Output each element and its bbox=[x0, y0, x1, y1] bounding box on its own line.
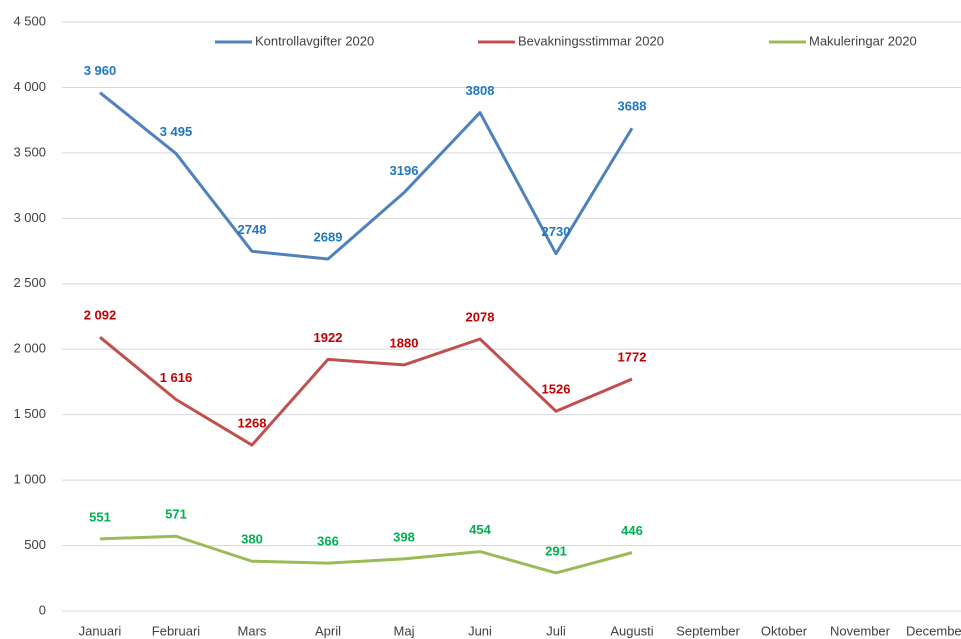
data-label: 366 bbox=[317, 534, 339, 549]
legend-label: Kontrollavgifter 2020 bbox=[255, 33, 374, 48]
data-label: 3 960 bbox=[84, 63, 117, 78]
x-tick-label: September bbox=[676, 623, 740, 638]
data-label: 1268 bbox=[238, 415, 267, 430]
data-label: 1 616 bbox=[160, 370, 193, 385]
data-label: 571 bbox=[165, 507, 187, 522]
x-tick-label: April bbox=[315, 623, 341, 638]
data-label: 2730 bbox=[542, 224, 571, 239]
legend-label: Makuleringar 2020 bbox=[809, 33, 917, 48]
data-label: 1922 bbox=[314, 330, 343, 345]
x-tick-label: Januari bbox=[79, 623, 122, 638]
data-label: 1526 bbox=[542, 382, 571, 397]
data-label: 291 bbox=[545, 543, 567, 558]
data-label: 2 092 bbox=[84, 308, 117, 323]
x-tick-label: Oktober bbox=[761, 623, 808, 638]
series-line bbox=[99, 336, 633, 447]
x-tick-label: November bbox=[830, 623, 891, 638]
x-tick-label: Juli bbox=[546, 623, 566, 638]
series-line bbox=[99, 534, 633, 575]
y-tick-label: 1 000 bbox=[13, 472, 46, 487]
y-tick-label: 2 000 bbox=[13, 341, 46, 356]
data-label: 3688 bbox=[618, 99, 647, 114]
x-tick-label: Augusti bbox=[610, 623, 653, 638]
y-tick-label: 3 500 bbox=[13, 144, 46, 159]
y-tick-label: 0 bbox=[39, 602, 46, 617]
data-label: 398 bbox=[393, 529, 415, 544]
y-tick-label: 4 000 bbox=[13, 79, 46, 94]
x-tick-label: Februari bbox=[152, 623, 201, 638]
data-label: 2689 bbox=[314, 229, 343, 244]
data-label: 551 bbox=[89, 509, 111, 524]
legend-label: Bevakningsstimmar 2020 bbox=[518, 33, 664, 48]
y-tick-label: 2 500 bbox=[13, 275, 46, 290]
data-label: 3196 bbox=[390, 163, 419, 178]
y-tick-label: 4 500 bbox=[13, 13, 46, 28]
y-tick-label: 3 000 bbox=[13, 210, 46, 225]
data-label: 454 bbox=[469, 522, 491, 537]
data-label: 3 495 bbox=[160, 124, 193, 139]
data-label: 1880 bbox=[390, 335, 419, 350]
x-tick-label: December bbox=[906, 623, 961, 638]
data-label: 2078 bbox=[466, 309, 495, 324]
data-label: 380 bbox=[241, 532, 263, 547]
data-label: 3808 bbox=[466, 83, 495, 98]
x-tick-label: Juni bbox=[468, 623, 492, 638]
x-tick-label: Mars bbox=[238, 623, 267, 638]
y-tick-label: 1 500 bbox=[13, 406, 46, 421]
y-tick-label: 500 bbox=[24, 537, 46, 552]
data-label: 1772 bbox=[618, 350, 647, 365]
x-tick-label: Maj bbox=[394, 623, 415, 638]
data-label: 2748 bbox=[238, 222, 267, 237]
series-line bbox=[99, 91, 634, 261]
data-label: 446 bbox=[621, 523, 643, 538]
